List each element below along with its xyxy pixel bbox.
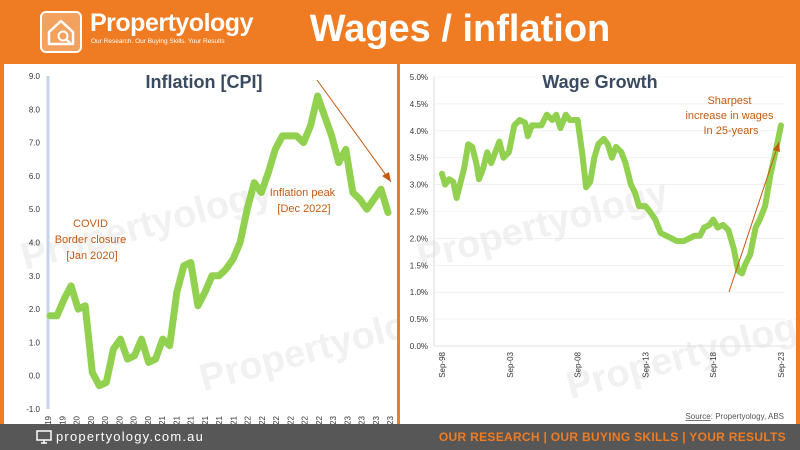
x-tick-label: Apr-22 (258, 415, 267, 424)
sharpest-annotation-line: Sharpest (707, 95, 751, 107)
y-tick-label: -1.0 (26, 405, 40, 414)
x-tick-label: Feb-20 (73, 415, 82, 424)
x-tick-label: Dec-19 (58, 415, 67, 424)
y-tick-label: 4.0% (410, 127, 428, 136)
increase-arrow (728, 141, 780, 293)
x-tick-label: Oct-22 (301, 415, 310, 424)
footer-tagline: OUR RESEARCH | OUR BUYING SKILLS | YOUR … (438, 430, 786, 444)
brand-tagline: Our Research. Our Buying Skills. Your Re… (91, 38, 225, 45)
x-tick-label: Oct-21 (215, 415, 224, 424)
chart-title: Wage Growth (542, 72, 657, 92)
watermark: Propertyology (562, 301, 796, 408)
y-tick-label: 1.0% (410, 288, 428, 297)
peak-annotation-line: [Dec 2022] (277, 203, 330, 215)
x-tick-label: Sep-13 (641, 351, 650, 377)
trend-arrow (316, 79, 392, 183)
header-bar: Propertyology Our Research. Our Buying S… (0, 0, 800, 64)
y-tick-label: 3.0% (410, 181, 428, 190)
watermark: Propertyology (17, 171, 277, 278)
sharpest-annotation-line: In 25-years (703, 125, 759, 137)
x-tick-label: Dec-20 (144, 415, 153, 424)
sharpest-annotation: Sharpest increase in wages In 25-years (685, 95, 776, 137)
cpi-series-line (46, 92, 392, 390)
wage-growth-chart: Propertyology Propertyology 0.0%0.5%1.0%… (410, 72, 796, 421)
x-tick-labels: Sep-98 Sep-03 Sep-08 Sep-13 Sep-18 Sep-23 (438, 351, 786, 377)
y-tick-label: 3.0 (29, 272, 41, 281)
watermark: Propertyology (195, 293, 397, 400)
x-tick-label: Sep-03 (506, 351, 515, 377)
peak-annotation: Inflation peak [Dec 2022] (270, 187, 339, 215)
y-tick-label: 7.0 (29, 139, 41, 148)
footer-bar: propertyology.com.au OUR RESEARCH | OUR … (0, 424, 800, 450)
chart-title: Inflation [CPI] (146, 72, 263, 92)
y-tick-label: 8.0 (29, 105, 41, 114)
y-tick-label: 3.5% (410, 154, 428, 163)
x-tick-label: Sep-18 (709, 351, 718, 377)
monitor-icon (36, 430, 52, 444)
x-tick-label: Dec-21 (229, 415, 238, 424)
x-tick-label: Feb-22 (244, 415, 253, 424)
x-tick-label: Feb-21 (158, 415, 167, 424)
y-tick-label: 2.0 (29, 305, 41, 314)
x-tick-label: Apr-23 (343, 415, 352, 424)
y-tick-label: 2.5% (410, 208, 428, 217)
page-title: Wages / inflation (309, 8, 611, 50)
website-link[interactable]: propertyology.com.au (56, 429, 205, 444)
x-tick-label: Apr-20 (87, 415, 96, 424)
x-tick-label: Aug-20 (115, 415, 124, 424)
x-tick-labels: Oct-19 Dec-19 Feb-20 Apr-20 Jun-20 Aug-20 Oct-… (44, 415, 395, 424)
y-tick-labels: 0.0% 0.5% 1.0% 1.5% 2.0% 2.5% 3.0% 3.5% 4.0% 4.5%… (410, 73, 785, 351)
brand-name: Propertyology (90, 9, 253, 37)
covid-annotation-line: Border closure (55, 234, 127, 246)
x-tick-label: Jun-22 (272, 415, 281, 424)
y-tick-labels: -1.0 0.0 1.0 2.0 3.0 4.0 5.0 6.0 7.0 8.0 9.0 (26, 72, 40, 414)
y-tick-label: 4.5% (410, 100, 428, 109)
x-tick-label: Sep-08 (574, 351, 583, 377)
covid-annotation-line: COVID (73, 218, 108, 230)
x-tick-label: Aug-21 (201, 415, 210, 424)
x-tick-label: Dec-22 (315, 415, 324, 424)
y-tick-label: 0.0% (410, 342, 428, 351)
y-tick-label: 9.0 (29, 72, 41, 81)
peak-annotation-line: Inflation peak (270, 187, 336, 199)
wage-chart-panel: Propertyology Propertyology 0.0% 0.5% 1.0%… (400, 64, 796, 424)
x-tick-label: Sep-23 (777, 351, 786, 377)
x-tick-label: Aug-22 (286, 415, 295, 424)
source-label: Source (685, 412, 711, 421)
x-tick-label: Aug-23 (372, 415, 381, 424)
wage-series-line (439, 111, 784, 277)
covid-annotation: COVID Border closure [Jan 2020] (55, 218, 130, 262)
y-tick-label: 4.0 (29, 239, 41, 248)
sharpest-annotation-line: increase in wages (685, 110, 774, 122)
house-logo-icon (40, 11, 82, 53)
x-tick-label: Oct-20 (130, 415, 139, 424)
y-tick-label: 5.0 (29, 205, 41, 214)
source-note: Source: Propertyology, ABS (685, 412, 784, 421)
source-text: : Propertyology, ABS (711, 412, 784, 421)
x-tick-label: Oct-19 (44, 415, 53, 424)
y-tick-label: 2.0% (410, 234, 428, 243)
house-logo-graphic (47, 19, 75, 46)
x-tick-label: Jun-21 (187, 415, 196, 424)
y-tick-label: 1.5% (410, 261, 428, 270)
x-tick-label: Apr-21 (172, 415, 181, 424)
x-tick-label: Feb-23 (329, 415, 338, 424)
x-tick-label: Jun-23 (358, 415, 367, 424)
inflation-chart-panel: Propertyology Propertyology -1.0 0.0 1.0 2.… (4, 64, 397, 424)
y-tick-label: 6.0 (29, 172, 41, 181)
covid-annotation-line: [Jan 2020] (66, 250, 117, 262)
x-tick-label: Sep-98 (438, 351, 447, 377)
x-tick-label: Jun-20 (101, 415, 110, 424)
inflation-chart: Propertyology Propertyology -1.0 0.0 1.0 2.… (17, 72, 397, 424)
y-tick-label: 1.0 (29, 338, 41, 347)
y-tick-label: 5.0% (410, 73, 428, 82)
x-tick-label: Oct-23 (386, 415, 395, 424)
y-tick-label: 0.5% (410, 315, 428, 324)
y-tick-label: 0.0 (29, 372, 41, 381)
